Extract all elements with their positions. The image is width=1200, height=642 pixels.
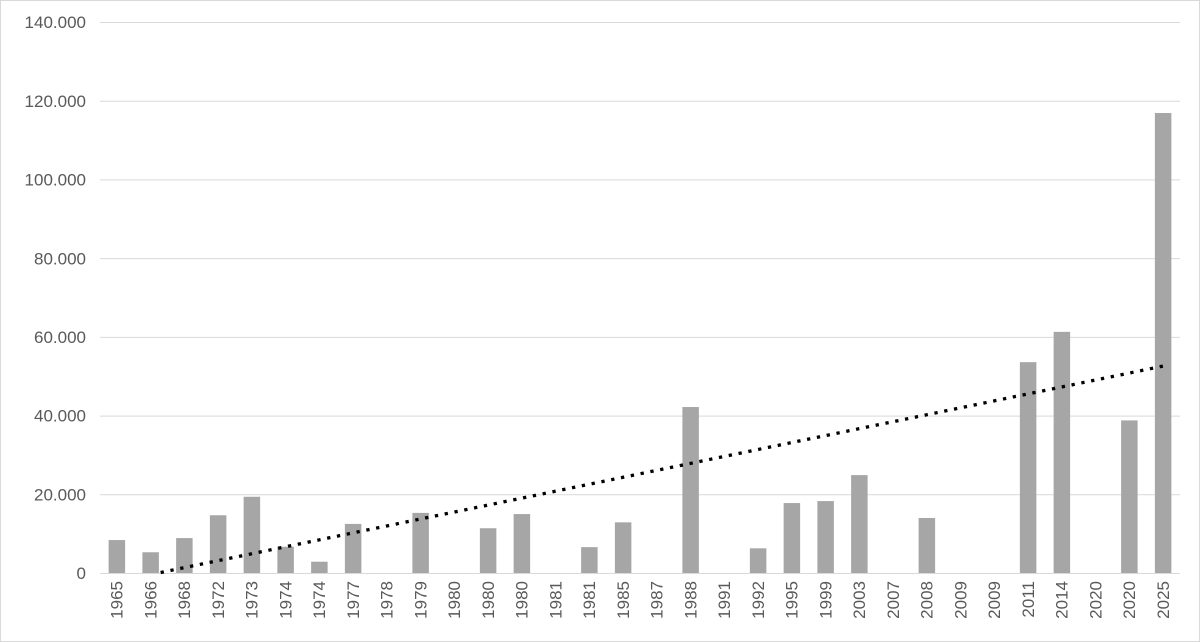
x-axis-tick-label: 1965: [107, 581, 126, 619]
x-axis-tick-label: 1978: [377, 581, 396, 619]
x-axis-tick-label: 1973: [242, 581, 261, 619]
x-axis-tick-label: 1999: [816, 581, 835, 619]
x-axis-tick-label: 1974: [310, 581, 329, 619]
x-axis-tick-label: 1995: [782, 581, 801, 619]
x-axis-tick-label: 2014: [1052, 581, 1071, 619]
bar-2020-30: [1121, 420, 1138, 574]
x-axis-tick-label: 1968: [175, 581, 194, 619]
bar-1977-7: [344, 523, 362, 574]
x-axis-tick-label: 2008: [917, 581, 936, 619]
bar-1981-14: [581, 547, 598, 574]
y-axis-tick-label: 0: [77, 564, 86, 583]
x-axis-tick-label: 1987: [647, 581, 666, 619]
x-axis-tick-label: 2009: [951, 581, 970, 619]
y-axis-tick-label: 60.000: [34, 328, 86, 347]
y-axis-tick-label: 40.000: [34, 407, 86, 426]
y-axis-tick-label: 100.000: [25, 171, 86, 190]
bar-1985-15: [614, 522, 632, 574]
y-axis-tick-label: 80.000: [34, 249, 86, 268]
x-axis-tick-label: 2025: [1154, 581, 1173, 619]
x-axis-tick-label: 2003: [850, 581, 869, 619]
bar-2011-27: [1019, 362, 1037, 574]
x-axis-tick-label: 1985: [614, 581, 633, 619]
bar-1974-6: [311, 561, 328, 574]
x-axis-tick-label: 2020: [1120, 581, 1139, 619]
x-axis-tick-label: 1972: [209, 581, 228, 619]
bar-1965-0: [108, 540, 126, 574]
bar-1995-20: [783, 503, 801, 574]
x-axis-tick-label: 1980: [479, 581, 498, 619]
bar-1972-3: [209, 515, 227, 574]
x-axis-tick-label: 2009: [985, 581, 1004, 619]
bar-1999-21: [817, 501, 834, 574]
x-axis-tick-label: 1966: [141, 581, 160, 619]
x-axis-tick-label: 2011: [1019, 581, 1038, 618]
bar-1968-2: [176, 538, 193, 574]
y-axis-tick-label: 20.000: [34, 485, 86, 504]
bar-1980-11: [479, 528, 497, 574]
x-axis-tick-label: 1980: [445, 581, 464, 619]
x-axis-tick-label: 1991: [715, 581, 734, 619]
y-axis-tick-label: 140.000: [25, 13, 86, 32]
bar-1973-4: [243, 496, 261, 574]
x-axis-tick-label: 1977: [344, 581, 363, 619]
bar-1966-1: [142, 552, 159, 574]
trendline: [160, 364, 1164, 575]
x-axis-tick-label: 1988: [681, 581, 700, 619]
y-axis-tick-label: 120.000: [25, 92, 86, 111]
bar-2008-24: [918, 518, 936, 574]
x-axis-tick-label: 2007: [884, 581, 903, 619]
x-axis-tick-label: 1979: [411, 581, 430, 619]
x-axis-tick-label: 1981: [580, 581, 599, 619]
bar-1988-17: [682, 407, 699, 574]
x-axis-tick-label: 1974: [276, 581, 295, 619]
bar-1992-19: [749, 548, 767, 574]
x-axis-tick-label: 1981: [546, 581, 565, 619]
x-axis-tick-label: 1980: [512, 581, 531, 619]
bar-2014-28: [1053, 331, 1071, 574]
x-axis-tick-label: 2020: [1086, 581, 1105, 619]
bar-2025-31: [1154, 113, 1172, 574]
bar-2003-22: [851, 475, 868, 574]
x-axis-tick-label: 1992: [749, 581, 768, 619]
bar-1980-12: [513, 514, 531, 574]
bar-1974-5: [277, 546, 294, 574]
bar-1979-9: [412, 512, 429, 574]
